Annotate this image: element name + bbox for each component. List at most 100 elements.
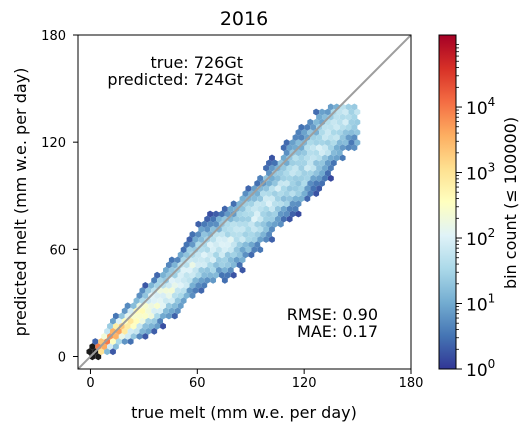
hexbin-cell — [304, 164, 311, 172]
hexbin-cell — [322, 123, 328, 131]
hexbin-cell — [186, 266, 193, 274]
hexbin-cell — [139, 327, 146, 335]
hexbin-cell — [266, 220, 272, 228]
hexbin-cell — [160, 322, 166, 330]
x-tick-label: 0 — [86, 376, 94, 391]
hexbin-cell — [216, 246, 222, 254]
hexbin-cell — [254, 241, 261, 248]
hexbin-cell — [322, 174, 328, 182]
hexbin-cell — [198, 266, 205, 274]
hexbin-cell — [327, 144, 334, 152]
hexbin-cell — [218, 210, 225, 218]
hexbin-cell — [254, 231, 261, 238]
hexbin-cell — [280, 144, 287, 152]
hexbin-cell — [239, 205, 246, 213]
hexbin-cell — [245, 246, 252, 254]
hexbin-cell — [280, 164, 287, 172]
colorbar-tick-label: 104 — [466, 95, 495, 119]
hexbin-cell — [251, 205, 258, 213]
hexbin-cell — [271, 169, 278, 177]
hexbin-cell — [204, 246, 211, 254]
hexbin-cell — [204, 215, 211, 223]
hexbin-cell — [298, 123, 305, 131]
hexbin-cell — [221, 225, 228, 233]
hexbin-cell — [145, 307, 152, 315]
hexbin-cell — [286, 185, 293, 192]
hexbin-cell — [130, 302, 137, 310]
hexbin-cell — [201, 220, 208, 228]
hexbin-cell — [266, 159, 272, 167]
hexbin-cell — [339, 134, 346, 141]
hexbin-cell — [160, 312, 166, 320]
hexbin-cell — [127, 317, 134, 325]
hexbin-cell — [266, 180, 272, 187]
hexbin-cell — [154, 302, 161, 310]
hexbin-cell — [151, 276, 158, 284]
hexbin-cell — [210, 215, 217, 223]
hexbin-cell — [283, 200, 290, 208]
hexbin-cell — [310, 174, 317, 182]
hexbin-cell — [301, 129, 308, 136]
hexbin-cell — [127, 307, 134, 315]
hexbin-cell — [307, 139, 314, 146]
hexbin-cell — [233, 246, 240, 254]
hexbin-cell — [151, 327, 158, 335]
hexbin-cell — [242, 251, 249, 259]
hexbin-cell — [280, 215, 287, 223]
hexbin-cell — [342, 118, 349, 126]
hexbin-cell — [260, 220, 267, 228]
hexbin-cell — [304, 123, 311, 131]
hexbin-cell — [189, 261, 196, 269]
hexbin-cell — [101, 333, 108, 340]
hexbin-cell — [304, 154, 311, 162]
hexbin-cell — [245, 205, 252, 213]
hexbin-cell — [298, 134, 305, 141]
hexbin-cell — [210, 256, 217, 264]
hexbin-cell — [339, 154, 346, 162]
hexbin-cell — [198, 225, 205, 233]
colorbar-tick-label: 102 — [466, 226, 495, 250]
hexbin-cell — [148, 302, 155, 310]
hexbin-cell — [163, 297, 169, 305]
hexbin-cell — [310, 185, 317, 192]
hexbin-cell — [345, 144, 352, 152]
colorbar-ticks: 100 101 102 103 104 — [456, 44, 495, 381]
hexbin-cell — [130, 333, 137, 340]
hexbin-cell — [151, 297, 158, 305]
hexbin-cell — [163, 307, 169, 315]
hexbin-cell — [269, 164, 275, 172]
hexbin-cell — [251, 246, 258, 254]
hexbin-cell — [248, 210, 255, 218]
hexbin-cell — [239, 256, 246, 264]
hexbin-cell — [269, 195, 275, 203]
hexbin-cell — [348, 108, 355, 116]
plot-frame — [77, 34, 412, 370]
hexbin-cell — [283, 180, 290, 187]
hexbin-cell — [163, 266, 169, 274]
hexbin-cell — [180, 297, 187, 305]
hexbin-cell — [292, 154, 299, 162]
hexbin-cell — [316, 174, 323, 182]
hexbin-cell — [201, 282, 208, 289]
hexbin-cell — [221, 256, 228, 264]
hexbin-cell — [186, 236, 193, 243]
hexbin-cell — [339, 113, 346, 121]
hexbin-cell — [210, 246, 217, 254]
hexbin-cell — [207, 251, 214, 259]
hexbin-cell — [207, 210, 214, 218]
hexbin-cell — [301, 190, 308, 197]
hexbin-cell — [213, 210, 219, 218]
hexbin-cell — [227, 225, 234, 233]
hexbin-cell — [319, 180, 325, 187]
hexbin-cell — [277, 180, 284, 187]
hexbin-cell — [319, 129, 325, 136]
hexbin-cell — [168, 276, 175, 284]
hexbin-cell — [165, 282, 172, 289]
hexbin-cell — [230, 200, 237, 208]
hexbin-cell — [251, 195, 258, 203]
hexbin-cell — [351, 144, 358, 152]
hexbin-cell — [210, 276, 217, 284]
hexbin-cell — [313, 149, 320, 157]
hexbin-cell — [112, 312, 119, 320]
